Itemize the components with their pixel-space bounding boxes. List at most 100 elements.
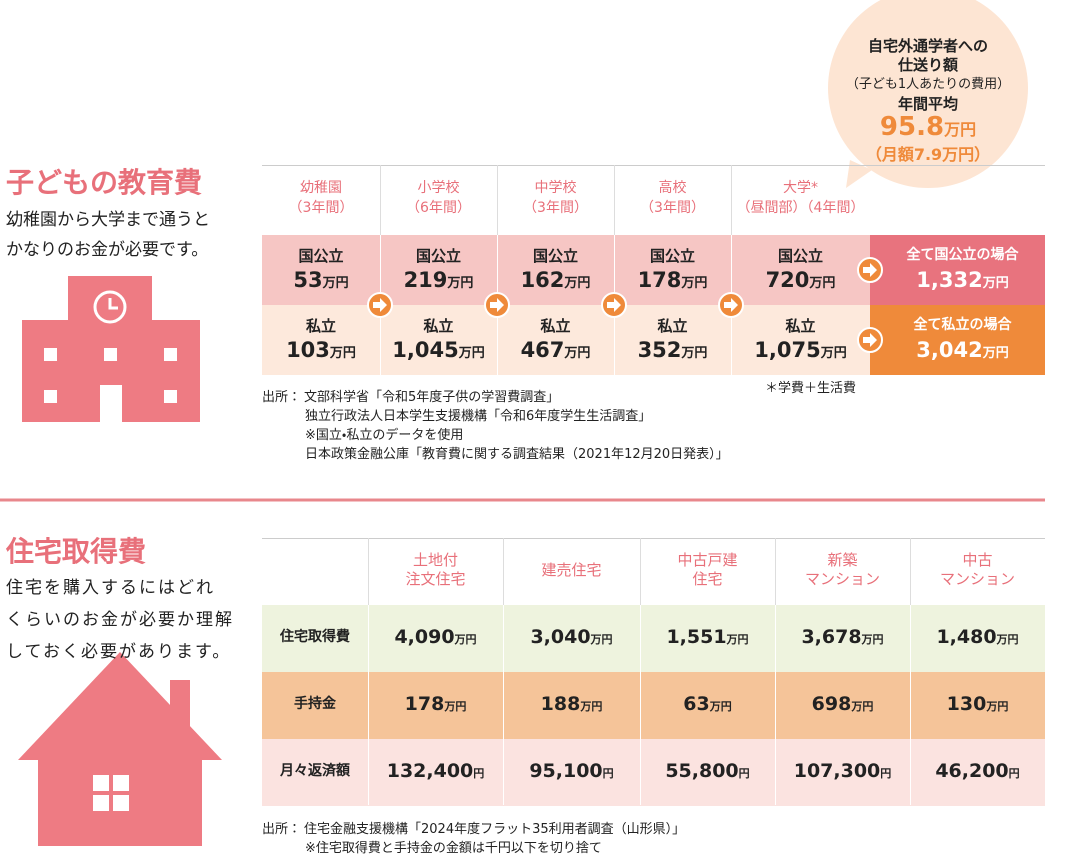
amount-unit: 万円 bbox=[580, 700, 603, 713]
row-label: 私立 bbox=[785, 317, 816, 335]
stage-period: （3年間） bbox=[640, 200, 705, 216]
amount: 219万円 bbox=[380, 268, 497, 293]
total-amount: 1,332万円 bbox=[880, 268, 1045, 293]
amount-unit: 円 bbox=[880, 767, 892, 780]
amount-unit: 円 bbox=[1008, 767, 1020, 780]
row-label: 国公立 bbox=[649, 247, 695, 265]
column-rule bbox=[731, 165, 732, 375]
amount: 63万円 bbox=[640, 693, 775, 716]
amount-number: 63 bbox=[683, 693, 710, 715]
amount: 467万円 bbox=[497, 338, 614, 363]
column-header: マンション bbox=[804, 570, 880, 588]
column-rule bbox=[380, 165, 381, 375]
column-header: 注文住宅 bbox=[405, 570, 466, 588]
column-rule bbox=[640, 538, 641, 605]
column-header: 中古戸建 bbox=[677, 551, 738, 569]
amount-unit: 万円 bbox=[590, 633, 613, 646]
amount: 178万円 bbox=[368, 693, 503, 716]
stage-name: 幼稚園 bbox=[300, 180, 342, 196]
amount-number: 130 bbox=[946, 693, 987, 715]
amount-unit: 円 bbox=[738, 767, 750, 780]
column-rule bbox=[910, 538, 911, 805]
amount-number: 219 bbox=[403, 268, 448, 292]
column-rule bbox=[775, 538, 776, 605]
stage-period: （昼間部）（4年間） bbox=[736, 200, 865, 216]
row-bg bbox=[262, 605, 1045, 672]
stage-name: 高校 bbox=[658, 180, 687, 196]
amount: 46,200円 bbox=[910, 760, 1045, 783]
amount-unit: 万円 bbox=[986, 700, 1009, 713]
amount: 53万円 bbox=[262, 268, 380, 293]
total-bg bbox=[870, 235, 1045, 305]
stage-name: 大学* bbox=[783, 180, 818, 196]
amount-unit: 万円 bbox=[709, 700, 732, 713]
row-label: 住宅取得費 bbox=[280, 629, 350, 645]
school-icon bbox=[22, 276, 200, 422]
amount-number: 720 bbox=[765, 268, 810, 292]
amount-unit: 万円 bbox=[564, 346, 591, 361]
source: 文部科学省「令和5年度子供の学習費調査」 bbox=[304, 390, 560, 405]
amount: 103万円 bbox=[262, 338, 380, 363]
stage-period: （6年間） bbox=[406, 200, 471, 216]
amount-number: 95,100 bbox=[529, 760, 603, 782]
amount: 188万円 bbox=[503, 693, 640, 716]
description: かなりのお金が必要です。 bbox=[6, 240, 209, 260]
column-rule bbox=[503, 538, 504, 605]
bubble-title: 自宅外通学者への bbox=[867, 37, 988, 55]
amount: 130万円 bbox=[910, 693, 1045, 716]
amount-unit: 万円 bbox=[996, 633, 1019, 646]
amount-unit: 万円 bbox=[861, 633, 884, 646]
arrow bbox=[857, 327, 883, 353]
section-title: 子どもの教育費 bbox=[6, 166, 203, 199]
amount-number: 3,040 bbox=[530, 626, 591, 648]
description: 住宅を購入するにはどれ bbox=[6, 578, 215, 598]
arrow bbox=[484, 292, 510, 318]
amount-number: 1,075 bbox=[754, 338, 821, 362]
amount: 132,400円 bbox=[368, 760, 503, 783]
column-rule bbox=[731, 165, 732, 235]
amount: 95,100円 bbox=[503, 760, 640, 783]
row-label: 国公立 bbox=[298, 247, 344, 265]
column-header: 住宅 bbox=[692, 570, 723, 588]
amount-number: 132,400 bbox=[386, 760, 474, 782]
amount-number: 178 bbox=[404, 693, 445, 715]
amount-number: 46,200 bbox=[935, 760, 1009, 782]
source: 独立行政法人日本学生支援機構「令和6年度学生生活調査」 bbox=[305, 409, 652, 424]
table-rule bbox=[262, 165, 1045, 166]
amount-number: 178 bbox=[637, 268, 682, 292]
amount: 1,045万円 bbox=[380, 338, 497, 363]
amount-unit: 万円 bbox=[982, 346, 1009, 361]
amount-number: 1,045 bbox=[392, 338, 459, 362]
bubble-label: 年間平均 bbox=[897, 95, 958, 113]
source-prefix: 出所： bbox=[262, 390, 302, 405]
source: 日本政策金融公庫「教育費に関する調査結果（2021年12月20日発表）」 bbox=[305, 447, 729, 462]
description: くらいのお金が必要か理解 bbox=[6, 610, 234, 630]
bubble bbox=[828, 0, 1028, 188]
amount-unit: 万円 bbox=[458, 346, 485, 361]
row-label: 国公立 bbox=[415, 247, 461, 265]
amount-number: 188 bbox=[540, 693, 581, 715]
total-amount: 3,042万円 bbox=[880, 338, 1045, 363]
amount-number: 352 bbox=[637, 338, 682, 362]
arrow bbox=[718, 292, 744, 318]
amount-number: 4,090 bbox=[394, 626, 455, 648]
column-rule bbox=[380, 165, 381, 235]
row-label: 月々返済額 bbox=[280, 763, 350, 779]
table-rule bbox=[262, 538, 1045, 539]
column-rule bbox=[910, 538, 911, 605]
row-label: 私立 bbox=[305, 317, 336, 335]
amount: 352万円 bbox=[614, 338, 731, 363]
source: 住宅金融支援機構「2024年度フラット35利用者調査（山形県）」 bbox=[304, 822, 686, 837]
section-title: 住宅取得費 bbox=[6, 535, 147, 568]
column-rule bbox=[497, 165, 498, 235]
row-label: 国公立 bbox=[777, 247, 823, 265]
arrow bbox=[367, 292, 393, 318]
amount-unit: 万円 bbox=[681, 276, 708, 291]
amount: 3,678万円 bbox=[775, 626, 910, 649]
column-header: マンション bbox=[939, 570, 1015, 588]
